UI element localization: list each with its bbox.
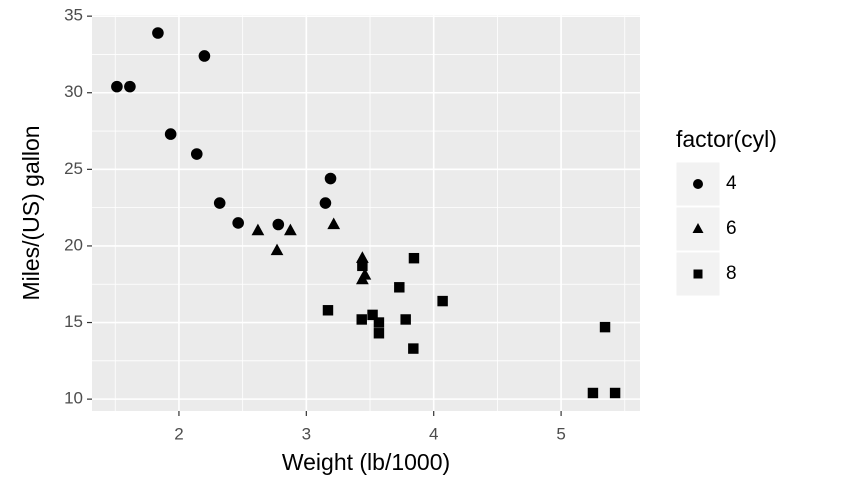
x-tick-label: 5 (556, 424, 565, 443)
point (587, 387, 599, 399)
y-tick-label: 30 (64, 82, 83, 101)
y-tick-label: 35 (64, 6, 83, 25)
x-tick-label: 4 (429, 424, 438, 443)
point (111, 80, 123, 93)
point (251, 223, 265, 236)
y-axis-label: Miles/(US) gallon (18, 125, 44, 300)
legend: 4 6 8 (675, 161, 737, 297)
point (190, 148, 203, 160)
point (270, 243, 284, 256)
point (284, 223, 297, 236)
point (357, 260, 368, 272)
legend-label: 6 (726, 218, 737, 239)
point (124, 80, 136, 93)
point (322, 305, 334, 316)
point (324, 172, 337, 185)
y-tick-label: 10 (64, 389, 83, 408)
point (367, 309, 378, 321)
y-tick-label: 25 (64, 159, 83, 178)
point (437, 295, 448, 307)
legend-label: 4 (726, 173, 737, 194)
point (408, 343, 419, 354)
y-tick-label: 20 (64, 235, 83, 254)
legend-label: 8 (726, 263, 737, 284)
point (373, 317, 385, 328)
x-tick-label: 3 (302, 424, 311, 443)
point (272, 218, 285, 231)
points (111, 27, 621, 399)
point (693, 179, 703, 189)
point (355, 251, 369, 263)
point (693, 269, 703, 279)
point (692, 223, 704, 233)
point (408, 252, 420, 264)
point (373, 328, 385, 339)
y-tick-label: 15 (64, 312, 83, 331)
point (213, 197, 226, 209)
point (609, 387, 621, 399)
point (164, 128, 177, 140)
x-tick-label: 2 (174, 424, 183, 443)
point (319, 197, 332, 209)
point (599, 321, 611, 333)
point (356, 314, 367, 325)
point (400, 314, 411, 325)
point (394, 282, 405, 293)
legend-title: factor(cyl) (676, 126, 777, 152)
point (198, 50, 211, 62)
point (327, 217, 341, 230)
panel (92, 15, 640, 411)
point (232, 217, 244, 229)
grid (92, 15, 640, 411)
point (355, 272, 369, 285)
x-axis-label: Weight (lb/1000) (282, 449, 450, 475)
point (152, 27, 164, 39)
